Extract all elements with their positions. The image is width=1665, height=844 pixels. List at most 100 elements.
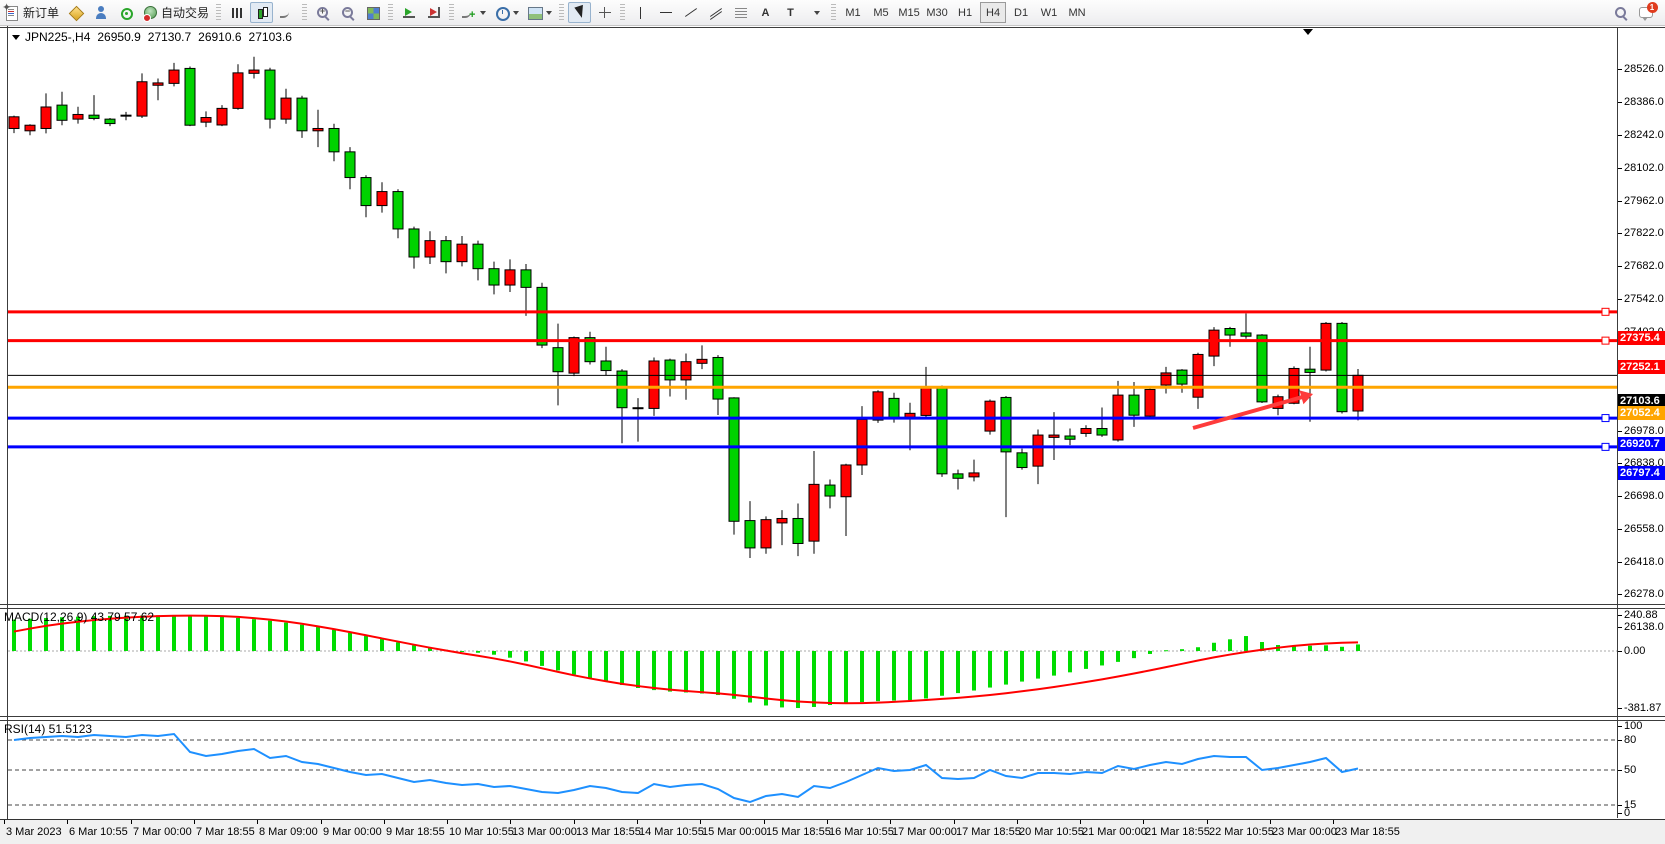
macd-histogram-bar <box>476 650 480 653</box>
time-label: 13 Mar 18:55 <box>576 826 641 838</box>
macd-histogram-bar <box>1356 644 1360 651</box>
label-tool-icon: T <box>787 6 794 19</box>
time-label: 10 Mar 10:55 <box>449 826 514 838</box>
time-axis[interactable]: 3 Mar 2023 6 Mar 10:55 7 Mar 00:00 7 Mar 18… <box>0 819 1665 844</box>
zoom-in-button[interactable]: + <box>311 2 334 23</box>
macd-histogram-bar <box>412 645 416 651</box>
price-tick-dash <box>1618 431 1622 432</box>
macd-histogram-bar <box>380 639 384 651</box>
candle-body <box>232 72 244 109</box>
auto-scroll-button[interactable] <box>397 2 420 23</box>
macd-histogram-bar <box>1164 650 1168 652</box>
candle-body <box>72 113 84 120</box>
macd-histogram-bar <box>988 650 992 688</box>
arrows-tool-button[interactable]: ✦ <box>2 2 827 23</box>
timeframe-mn[interactable]: MN <box>1068 6 1086 19</box>
new-order-button[interactable]: 新订单 <box>1 2 62 23</box>
symbol-info-bar[interactable]: JPN225-,H4 26950.9 27130.7 26910.6 27103… <box>12 30 299 44</box>
candle-body <box>1000 396 1012 453</box>
hline-handle <box>1601 307 1610 316</box>
macd-histogram-bar <box>284 622 288 651</box>
quote-high: 27130.7 <box>147 30 192 44</box>
search-button[interactable] <box>1609 2 1632 23</box>
indicators-button[interactable]: + <box>458 2 489 23</box>
rsi-separator-bottom <box>0 720 1665 721</box>
market-icon <box>93 5 109 21</box>
periods-button[interactable] <box>491 2 522 23</box>
channel-tool-button[interactable] <box>704 2 727 23</box>
market-button[interactable] <box>89 2 112 23</box>
macd-histogram-bar <box>316 627 320 651</box>
chart-left-border <box>7 26 8 844</box>
candle-body <box>584 337 596 363</box>
candlestick-chart-button[interactable] <box>250 2 274 23</box>
macd-pane-canvas[interactable] <box>8 609 1617 716</box>
candle-body <box>392 191 404 230</box>
main-chart-canvas[interactable] <box>8 28 1617 604</box>
trendline-tool-button[interactable] <box>679 2 702 23</box>
crosshair-tool-button[interactable] <box>593 2 616 23</box>
candle-body <box>968 472 980 478</box>
timeframe-m1[interactable]: M1 <box>845 6 861 19</box>
chart-shift-button[interactable] <box>422 2 445 23</box>
candle-body <box>920 387 932 416</box>
macd-histogram-bar <box>572 650 576 675</box>
crosshair-icon <box>597 5 613 21</box>
chat-button[interactable]: 1 <box>1634 1 1658 23</box>
arrows-caret-icon <box>814 10 821 15</box>
macd-histogram-bar <box>812 650 816 707</box>
rsi-pane-canvas[interactable] <box>8 721 1617 818</box>
vertical-line-tool-button[interactable] <box>629 2 652 23</box>
macd-histogram-bar <box>396 642 400 651</box>
tile-windows-button[interactable] <box>361 2 384 23</box>
horizontal-line-tool-button[interactable] <box>654 2 677 23</box>
signals-button[interactable] <box>114 2 137 23</box>
macd-histogram-bar <box>844 650 848 704</box>
candle-body <box>1176 369 1188 385</box>
macd-histogram-bar <box>44 617 48 651</box>
arrows-tool-icon: ✦ <box>2 2 12 14</box>
macd-histogram-bar <box>940 650 944 696</box>
periods-clock-icon <box>494 5 511 21</box>
candle-body <box>568 337 580 374</box>
chart-window: JPN225-,H4 26950.9 27130.7 26910.6 27103… <box>0 26 1665 844</box>
candle-body <box>1128 394 1140 416</box>
toolbar-grip <box>388 3 394 22</box>
timeframe-h1[interactable]: H1 <box>958 6 973 19</box>
time-label: 22 Mar 10:55 <box>1209 826 1274 838</box>
time-label: 8 Mar 09:00 <box>259 826 318 838</box>
timeframe-m15[interactable]: M15 <box>898 6 920 19</box>
time-tick <box>384 820 385 824</box>
price-tick-label: 26138.0 <box>1624 621 1664 633</box>
timeframe-d1[interactable]: D1 <box>1014 6 1029 19</box>
cursor-tool-button[interactable] <box>568 2 592 23</box>
timeframe-w1[interactable]: W1 <box>1040 6 1058 19</box>
metaeditor-button[interactable] <box>64 2 87 23</box>
macd-histogram-bar <box>28 618 32 651</box>
candle-body <box>424 240 436 258</box>
candle-body <box>152 82 164 86</box>
zoom-in-icon: + <box>315 5 331 21</box>
timeframe-h4[interactable]: H4 <box>980 2 1007 23</box>
candle-body <box>1032 434 1044 467</box>
label-tool-button[interactable]: T <box>779 2 802 23</box>
timeframe-m30[interactable]: M30 <box>926 6 948 19</box>
macd-histogram-bar <box>1148 650 1152 654</box>
time-tick <box>67 820 68 824</box>
toolbar-grip <box>302 3 308 22</box>
candle-body <box>472 243 484 270</box>
time-label: 7 Mar 18:55 <box>196 826 255 838</box>
candle-body <box>40 106 52 129</box>
timeframe-m5[interactable]: M5 <box>873 6 889 19</box>
price-tick-dash <box>1618 299 1622 300</box>
autotrading-button[interactable]: 自动交易 <box>139 2 212 23</box>
macd-histogram-bar <box>76 616 80 651</box>
text-tool-button[interactable]: A <box>754 2 777 23</box>
line-chart-button[interactable] <box>275 2 298 23</box>
time-tick <box>257 820 258 824</box>
bar-chart-button[interactable] <box>225 2 248 23</box>
zoom-out-button[interactable]: − <box>336 2 359 23</box>
templates-button[interactable] <box>524 2 555 23</box>
fibonacci-tool-button[interactable] <box>729 2 752 23</box>
